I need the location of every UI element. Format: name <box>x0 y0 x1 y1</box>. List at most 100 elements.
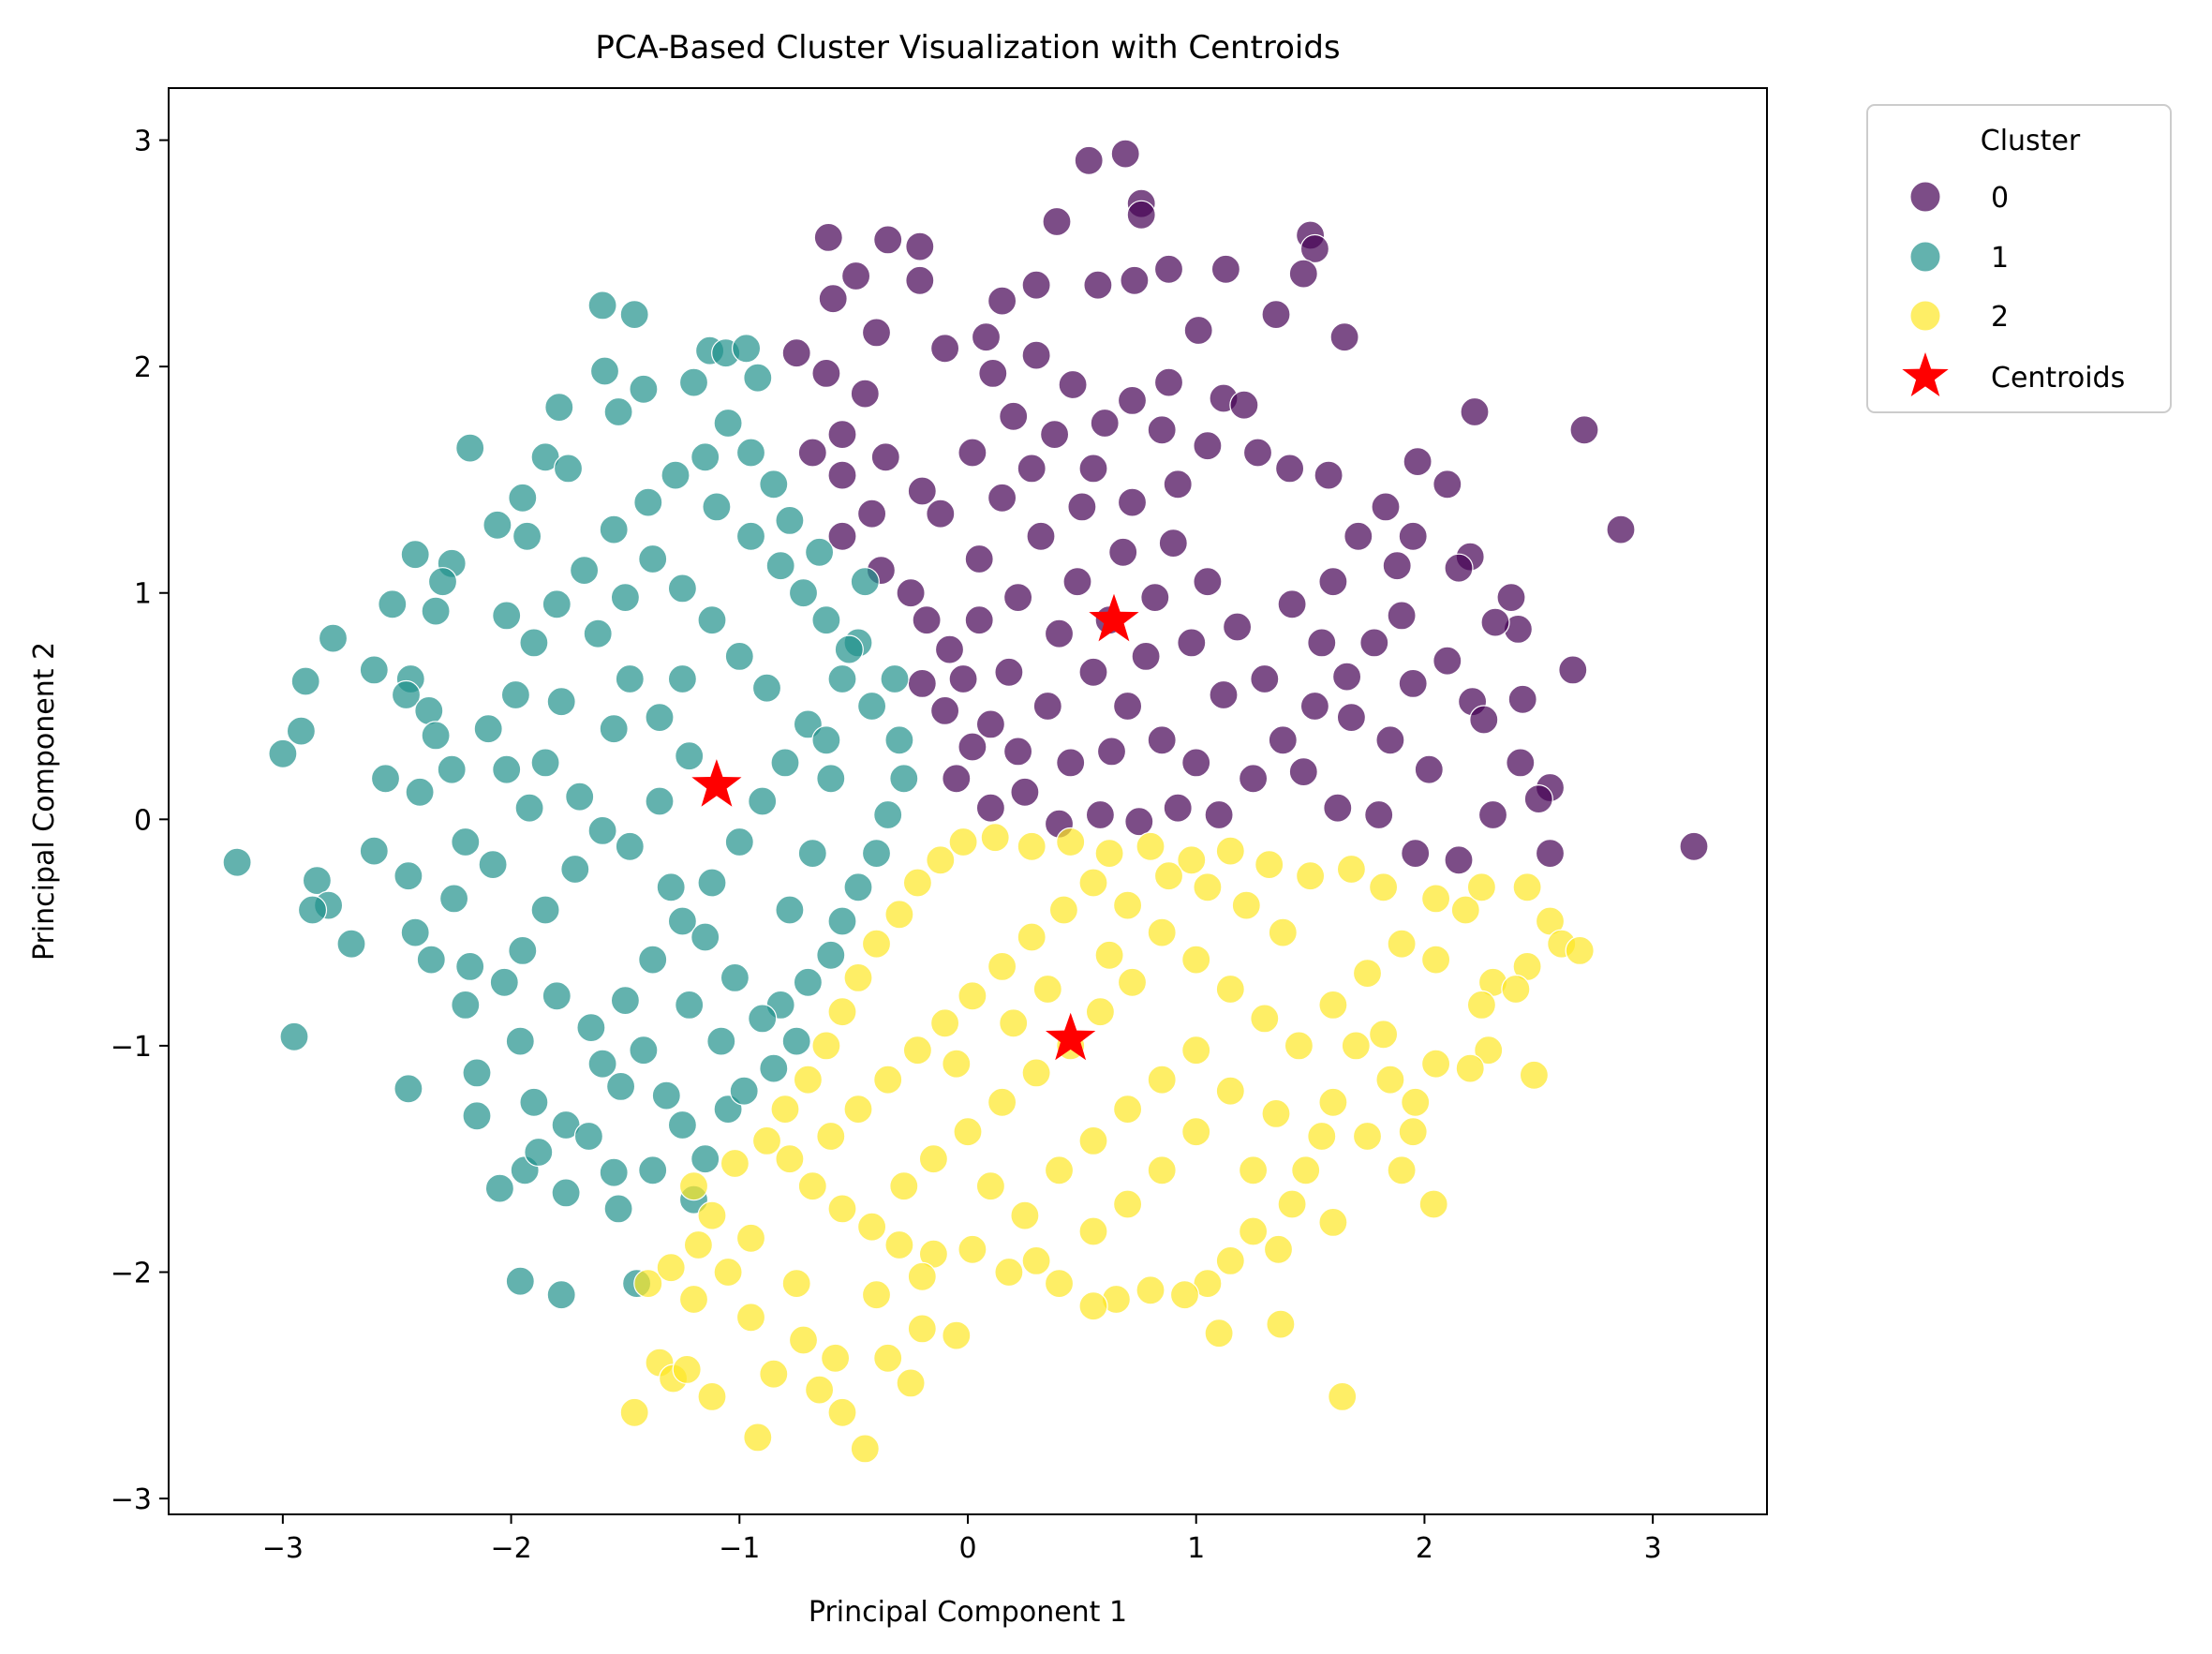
scatter-point-cluster-2 <box>1250 1004 1280 1034</box>
scatter-point-cluster-1 <box>286 716 316 746</box>
scatter-point-cluster-0 <box>781 338 811 368</box>
scatter-point-cluster-0 <box>850 379 880 409</box>
scatter-point-cluster-2 <box>678 1284 709 1315</box>
scatter-point-cluster-2 <box>1352 1121 1383 1152</box>
scatter-point-cluster-2 <box>1078 1216 1108 1246</box>
scatter-point-cluster-1 <box>400 917 430 947</box>
scatter-point-cluster-2 <box>1078 1125 1108 1156</box>
scatter-point-cluster-0 <box>1507 684 1537 714</box>
x-tick-label: 0 <box>958 1532 976 1565</box>
scatter-point-cluster-1 <box>827 906 857 936</box>
scatter-point-cluster-2 <box>975 1171 1006 1201</box>
scatter-point-cluster-1 <box>873 799 903 830</box>
scatter-point-cluster-0 <box>958 732 987 762</box>
scatter-point-cluster-0 <box>1261 300 1291 330</box>
scatter-point-cluster-2 <box>980 823 1010 853</box>
scatter-point-cluster-0 <box>1153 254 1184 284</box>
scatter-point-cluster-1 <box>713 408 743 439</box>
scatter-point-cluster-2 <box>1017 831 1047 861</box>
scatter-point-cluster-2 <box>811 1031 841 1061</box>
scatter-point-cluster-0 <box>1323 793 1353 823</box>
legend-marker-cluster-0 <box>1909 181 1941 213</box>
scatter-point-cluster-1 <box>775 895 805 925</box>
scatter-point-cluster-2 <box>1215 974 1245 1005</box>
scatter-point-cluster-0 <box>827 460 857 490</box>
scatter-point-cluster-1 <box>804 537 835 567</box>
scatter-point-cluster-2 <box>827 1194 857 1224</box>
legend-marker-centroids <box>1902 352 1949 396</box>
scatter-point-cluster-2 <box>1420 945 1451 975</box>
scatter-point-cluster-0 <box>1158 528 1188 559</box>
scatter-point-cluster-0 <box>840 261 871 291</box>
scatter-point-cluster-1 <box>519 1087 549 1117</box>
scatter-point-cluster-2 <box>1078 1291 1108 1321</box>
scatter-point-cluster-1 <box>720 962 750 993</box>
scatter-point-cluster-1 <box>546 687 576 717</box>
scatter-point-cluster-2 <box>926 845 956 875</box>
x-tick-label: 2 <box>1416 1532 1433 1565</box>
scatter-point-cluster-2 <box>827 1397 857 1427</box>
scatter-point-cluster-0 <box>1147 725 1177 755</box>
scatter-point-cluster-2 <box>994 1257 1024 1288</box>
scatter-point-cluster-2 <box>1181 1036 1211 1065</box>
scatter-point-cluster-0 <box>1318 567 1348 597</box>
scatter-point-cluster-2 <box>1017 922 1047 952</box>
scatter-point-cluster-1 <box>765 551 795 581</box>
scatter-point-cluster-2 <box>889 1171 919 1201</box>
scatter-point-cluster-1 <box>599 514 629 544</box>
scatter-point-cluster-0 <box>1535 838 1566 869</box>
scatter-point-cluster-1 <box>455 951 485 982</box>
scatter-point-cluster-0 <box>1044 618 1075 648</box>
scatter-point-cluster-1 <box>610 582 641 613</box>
scatter-point-cluster-2 <box>1450 895 1480 925</box>
legend-frame <box>1866 104 2172 413</box>
scatter-point-cluster-1 <box>512 521 542 551</box>
scatter-point-cluster-0 <box>1250 663 1280 694</box>
scatter-point-cluster-0 <box>942 764 972 794</box>
scatter-point-cluster-2 <box>678 1171 709 1201</box>
scatter-point-cluster-0 <box>1480 607 1510 637</box>
scatter-point-cluster-1 <box>605 1071 636 1102</box>
scatter-point-cluster-0 <box>1274 454 1305 484</box>
scatter-point-cluster-1 <box>302 865 332 896</box>
scatter-point-cluster-0 <box>1183 315 1213 346</box>
scatter-point-cluster-0 <box>975 709 1006 739</box>
scatter-point-cluster-2 <box>743 1423 773 1453</box>
scatter-point-cluster-2 <box>929 1008 960 1038</box>
scatter-point-cluster-2 <box>1085 997 1116 1027</box>
scatter-point-cluster-1 <box>827 663 857 694</box>
scatter-point-cluster-1 <box>573 1121 604 1152</box>
centroid-marker <box>1046 1012 1096 1061</box>
scatter-point-cluster-0 <box>827 521 857 551</box>
scatter-point-cluster-2 <box>1181 945 1211 975</box>
scatter-point-cluster-0 <box>1371 492 1401 522</box>
scatter-point-cluster-0 <box>1153 367 1184 397</box>
scatter-point-cluster-1 <box>599 1157 629 1187</box>
scatter-point-cluster-2 <box>697 1381 727 1412</box>
scatter-point-cluster-0 <box>1117 487 1148 517</box>
scatter-point-cluster-0 <box>975 793 1006 823</box>
scatter-point-cluster-0 <box>1398 668 1428 699</box>
scatter-point-cluster-0 <box>1177 628 1207 658</box>
x-tick-label: −3 <box>262 1532 304 1565</box>
scatter-point-cluster-2 <box>1261 1098 1291 1129</box>
scatter-point-cluster-0 <box>964 544 994 574</box>
scatter-point-cluster-1 <box>500 679 531 710</box>
scatter-point-cluster-2 <box>1215 1076 1245 1106</box>
scatter-point-cluster-0 <box>1193 567 1223 597</box>
scatter-point-cluster-1 <box>751 673 782 703</box>
legend-label-cluster-1: 1 <box>1991 242 2009 275</box>
scatter-point-cluster-2 <box>735 1223 766 1253</box>
scatter-point-cluster-1 <box>489 967 519 997</box>
scatter-point-cluster-0 <box>926 499 956 529</box>
scatter-point-cluster-0 <box>1096 737 1127 767</box>
scatter-point-cluster-1 <box>889 764 919 794</box>
scatter-point-cluster-0 <box>1163 469 1193 499</box>
scatter-point-cluster-0 <box>1042 206 1072 237</box>
centroid-marker <box>691 759 742 807</box>
scatter-point-cluster-1 <box>619 300 649 330</box>
scatter-point-cluster-1 <box>393 1074 423 1104</box>
scatter-point-cluster-1 <box>370 764 401 794</box>
scatter-point-cluster-2 <box>1112 1094 1143 1125</box>
scatter-point-cluster-2 <box>1117 967 1148 997</box>
